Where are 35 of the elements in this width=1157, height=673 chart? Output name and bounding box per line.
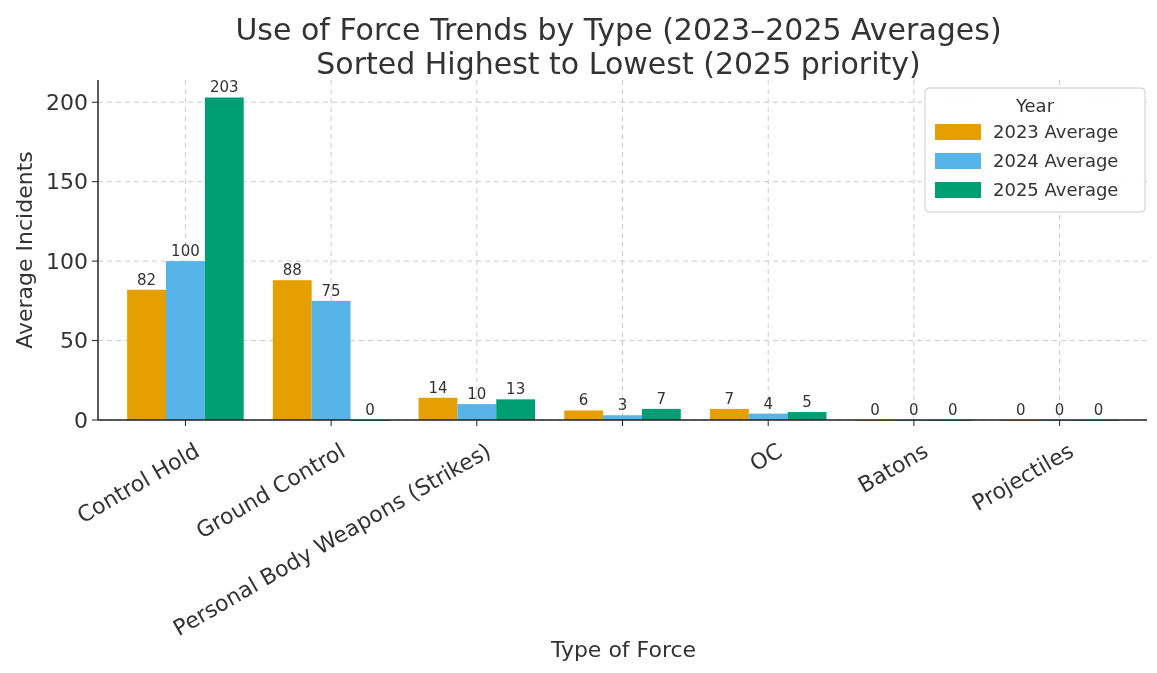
y-tick-label: 0 xyxy=(74,407,88,433)
legend-label: 2024 Average xyxy=(993,150,1119,172)
data-label: 0 xyxy=(365,401,375,419)
data-label: 13 xyxy=(506,380,526,399)
y-tick-label: 200 xyxy=(46,89,88,115)
y-tick-label: 50 xyxy=(60,328,88,354)
data-label: 0 xyxy=(1093,401,1104,419)
data-label: 7 xyxy=(724,389,735,408)
data-label: 6 xyxy=(578,391,589,410)
legend-title: Year xyxy=(1014,95,1055,116)
data-label: 82 xyxy=(137,270,157,289)
data-label: 100 xyxy=(171,242,200,261)
data-label: 75 xyxy=(321,281,341,300)
data-label: 7 xyxy=(656,389,667,408)
data-label: 3 xyxy=(617,396,628,415)
x-tick-label: OC xyxy=(745,438,787,477)
data-label: 203 xyxy=(209,78,239,97)
data-label: 0 xyxy=(1054,401,1065,419)
data-label: 5 xyxy=(802,393,812,412)
legend-label: 2023 Average xyxy=(993,121,1119,143)
chart-subtitle: Sorted Highest to Lowest (2025 priority) xyxy=(316,46,921,81)
data-label: 88 xyxy=(282,261,302,280)
data-label: 4 xyxy=(763,394,773,413)
data-label: 14 xyxy=(428,378,448,397)
data-label: 0 xyxy=(909,401,919,419)
data-label: 0 xyxy=(947,401,958,419)
y-axis-title: Average Incidents xyxy=(12,151,37,349)
data-label: 0 xyxy=(870,401,880,419)
y-tick-label: 150 xyxy=(46,169,88,195)
x-axis-title: Type of Force xyxy=(549,637,697,662)
data-label: 0 xyxy=(1015,401,1026,419)
chart-title: Use of Force Trends by Type (2023–2025 Averages) xyxy=(235,12,1002,47)
legend-label: 2025 Average xyxy=(993,179,1119,201)
y-tick-label: 100 xyxy=(46,248,88,274)
data-label: 10 xyxy=(467,385,487,404)
